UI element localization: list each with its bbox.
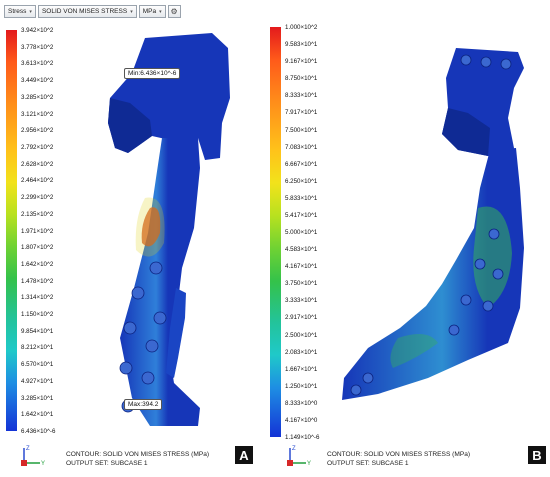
result-info-b: CONTOUR: SOLID VON MISES STRESS (MPa) OU… (327, 450, 470, 468)
scale-tick-label: 1.478×10^2 (21, 277, 54, 285)
scale-tick-label: 2.956×10^2 (21, 127, 54, 135)
scale-tick-label: 7.917×10^1 (285, 109, 318, 117)
scale-ticks-b: 1.000×10^2 9.583×10^1 9.167×10^1 8.750×10^1… (285, 24, 365, 441)
scale-tick-label: 1.150×10^2 (21, 311, 54, 319)
stress-zone-b2 (390, 334, 438, 368)
contour-text-b: CONTOUR: SOLID VON MISES STRESS (MPa) (327, 451, 471, 458)
axis-triad-b: Z Y (284, 443, 314, 476)
scale-tick-label: 6.250×10^1 (285, 177, 318, 185)
axis-triad-a: Z Y (18, 443, 48, 476)
scale-tick-label: 9.854×10^1 (21, 327, 54, 335)
scale-tick-label: 8.750×10^1 (285, 75, 318, 83)
scale-tick-label: 6.436×10^-6 (21, 428, 56, 435)
scale-tick-label: 7.500×10^1 (285, 126, 318, 134)
unit-label: MPa (142, 8, 157, 15)
color-scale-bar-b (270, 27, 281, 437)
scale-ticks-a: 3.942×10^2 3.778×10^2 3.613×10^2 3.449×10^2… (21, 27, 101, 435)
scale-tick-label: 1.642×10^1 (21, 411, 54, 419)
stress-zone-b (473, 206, 512, 308)
stress-component-label: SOLID VON MISES STRESS (41, 8, 128, 15)
result-type-dropdown[interactable]: Stress ▾ (4, 5, 36, 18)
scale-tick-label: 8.333×10^0 (285, 399, 318, 407)
screw-holes-b (350, 54, 512, 396)
scale-tick-label: 3.750×10^1 (285, 280, 318, 288)
result-toolbar: Stress ▾ SOLID VON MISES STRESS ▾ MPa ▾ … (4, 5, 181, 18)
scale-tick-label: 3.333×10^1 (285, 297, 318, 305)
shaft-a (120, 138, 200, 426)
scale-tick-label: 1.314×10^2 (21, 294, 54, 302)
scale-tick-label: 4.167×10^0 (285, 416, 318, 424)
axis-y-label: Y (41, 461, 45, 467)
scale-tick-label: 1.667×10^1 (285, 365, 318, 373)
scale-tick-label: 2.299×10^2 (21, 194, 54, 202)
lower-flange-a (166, 288, 186, 378)
top-bracket-shadow-b (442, 108, 490, 156)
scale-tick-label: 1.642×10^2 (21, 260, 54, 268)
panel-label-b: B (528, 446, 546, 464)
result-info-a: CONTOUR: SOLID VON MISES STRESS (MPa) OU… (66, 450, 209, 468)
part-model-a[interactable] (90, 28, 260, 433)
scale-tick-label: 4.167×10^1 (285, 263, 318, 271)
scale-tick-label: 2.135×10^2 (21, 210, 54, 218)
scale-tick-label: 1.149×10^-6 (285, 434, 320, 441)
output-set-text-b: OUTPUT SET: SUBCASE 1 (327, 460, 409, 467)
axis-y-label: Y (307, 461, 311, 467)
min-callout-a: Min:6.436×10^-6 (124, 68, 181, 79)
scale-tick-label: 3.942×10^2 (21, 27, 54, 34)
max-callout-a: Max:394.2 (124, 399, 163, 410)
chevron-down-icon: ▾ (159, 8, 162, 15)
axis-z-label: Z (26, 446, 30, 452)
scale-tick-label: 3.285×10^2 (21, 93, 54, 101)
stress-hotspot-a (141, 207, 161, 247)
screw-holes-a (119, 261, 167, 413)
scale-tick-label: 2.500×10^1 (285, 331, 318, 339)
output-set-text-a: OUTPUT SET: SUBCASE 1 (66, 460, 148, 467)
scale-tick-label: 5.417×10^1 (285, 211, 318, 219)
scale-tick-label: 4.927×10^1 (21, 377, 54, 385)
scale-tick-label: 7.083×10^1 (285, 143, 318, 151)
scale-tick-label: 6.667×10^1 (285, 160, 318, 168)
scale-tick-label: 8.212×10^1 (21, 344, 54, 352)
unit-dropdown[interactable]: MPa ▾ (138, 5, 166, 18)
axis-z-label: Z (292, 446, 296, 452)
stress-halo-a (135, 197, 165, 257)
contour-text-a: CONTOUR: SOLID VON MISES STRESS (MPa) (66, 451, 210, 458)
scale-tick-label: 1.000×10^2 (285, 24, 318, 31)
scale-tick-label: 1.250×10^1 (285, 382, 318, 390)
top-bracket-shadow-a (108, 98, 152, 153)
settings-button[interactable]: ⚙ (167, 5, 181, 18)
scale-tick-label: 9.583×10^1 (285, 41, 318, 49)
scale-tick-label: 3.285×10^1 (21, 394, 54, 402)
result-type-label: Stress (8, 8, 27, 15)
scale-tick-label: 5.833×10^1 (285, 194, 318, 202)
scale-tick-label: 2.792×10^2 (21, 143, 54, 151)
scale-tick-label: 3.449×10^2 (21, 77, 54, 85)
scale-tick-label: 8.333×10^1 (285, 92, 318, 100)
panel-a: Stress ▾ SOLID VON MISES STRESS ▾ MPa ▾ … (0, 0, 268, 477)
part-model-b[interactable] (338, 38, 538, 416)
scale-tick-label: 2.083×10^1 (285, 348, 318, 356)
scale-tick-label: 6.570×10^1 (21, 361, 54, 369)
gear-icon: ⚙ (170, 7, 178, 16)
scale-tick-label: 3.613×10^2 (21, 60, 54, 68)
scale-tick-label: 1.971×10^2 (21, 227, 54, 235)
scale-tick-label: 2.917×10^1 (285, 314, 318, 322)
chevron-down-icon: ▾ (29, 8, 32, 15)
scale-tick-label: 9.167×10^1 (285, 58, 318, 66)
scale-tick-label: 2.628×10^2 (21, 160, 54, 168)
scale-tick-label: 5.000×10^1 (285, 229, 318, 236)
panel-label-a: A (235, 446, 253, 464)
scale-tick-label: 4.583×10^1 (285, 246, 318, 254)
color-scale-bar-a (6, 30, 17, 431)
scale-tick-label: 3.121×10^2 (21, 110, 54, 118)
chevron-down-icon: ▾ (130, 8, 133, 15)
scale-tick-label: 1.807×10^2 (21, 244, 54, 252)
panel-b: 1.000×10^2 9.583×10^1 9.167×10^1 8.750×10^1… (270, 0, 550, 477)
scale-tick-label: 2.464×10^2 (21, 177, 54, 185)
scale-tick-label: 3.778×10^2 (21, 43, 54, 51)
stress-component-dropdown[interactable]: SOLID VON MISES STRESS ▾ (37, 5, 137, 18)
